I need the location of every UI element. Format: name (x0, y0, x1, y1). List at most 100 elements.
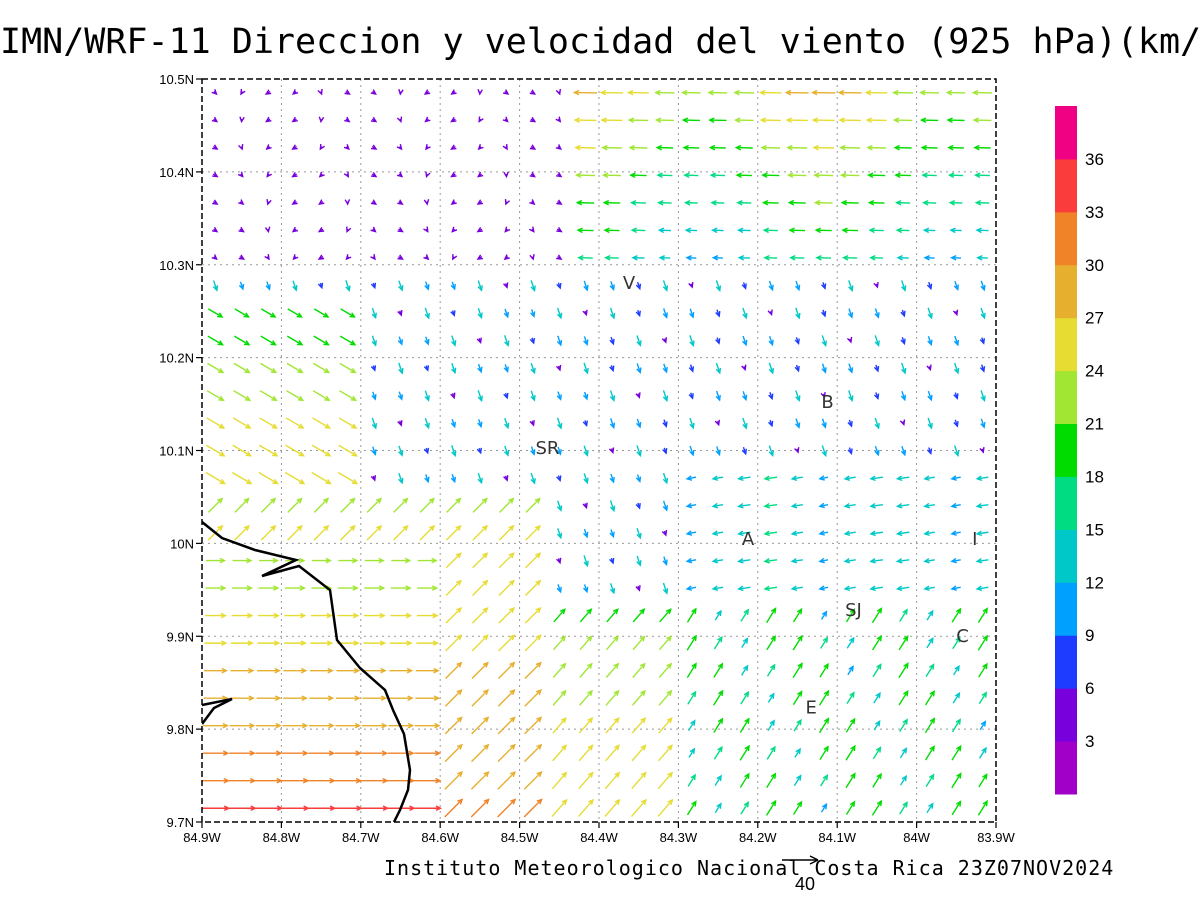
wind-vector (338, 417, 358, 429)
wind-vector (950, 255, 961, 261)
wind-vector (919, 89, 939, 96)
wind-vector (389, 640, 413, 646)
wind-vector (979, 337, 986, 345)
wind-vector (871, 634, 883, 651)
wind-vector (524, 688, 543, 707)
wind-vector (360, 805, 390, 812)
wind-vector (258, 444, 279, 457)
wind-vector (445, 579, 462, 596)
wind-vector (284, 585, 306, 591)
wind-vector (635, 309, 641, 318)
wind-vector (477, 144, 484, 151)
wind-vector (658, 635, 672, 651)
wind-vector (313, 308, 330, 318)
wind-vector (232, 585, 253, 591)
wind-vector (977, 607, 988, 623)
wind-vector (790, 530, 803, 537)
wind-vector (419, 524, 436, 541)
wind-vector (662, 472, 669, 485)
wind-vector (291, 144, 298, 150)
wind-vector (715, 362, 722, 375)
wind-vector (636, 363, 642, 375)
wind-vector (503, 475, 509, 482)
wind-vector (444, 688, 463, 707)
wind-vector (206, 390, 225, 402)
wind-vector (845, 800, 856, 815)
wind-vector (529, 171, 536, 178)
wind-vector (471, 606, 489, 624)
wind-vector (556, 584, 562, 594)
wind-vector (504, 335, 510, 348)
wind-vector (471, 634, 489, 652)
wind-vector (631, 255, 645, 261)
wind-vector (555, 144, 562, 151)
x-tick-label: 84.7W (342, 830, 380, 845)
wind-vector (689, 335, 695, 348)
wind-vector (414, 722, 441, 729)
wind-vector (601, 172, 621, 179)
wind-vector (900, 445, 907, 457)
wind-vector (574, 172, 595, 179)
wind-vector (892, 89, 914, 96)
wind-vector (583, 362, 589, 375)
wind-vector (555, 364, 562, 372)
wind-vector (398, 445, 404, 457)
wind-vector (794, 447, 800, 454)
wind-vector (794, 747, 801, 758)
wind-vector (556, 500, 563, 512)
wind-vector (605, 744, 620, 762)
wind-vector (423, 254, 430, 261)
wind-vector (397, 226, 404, 233)
colorbar-label: 36 (1085, 150, 1104, 169)
wind-vector (556, 417, 563, 430)
wind-vector (635, 392, 641, 399)
wind-vector (866, 172, 886, 179)
wind-vector (735, 172, 753, 179)
wind-vector (503, 171, 509, 179)
wind-vector (283, 695, 308, 701)
wind-vector (848, 280, 854, 292)
wind-vector (765, 607, 777, 624)
wind-vector (371, 335, 377, 347)
wind-vector (205, 444, 226, 457)
wind-vector (847, 419, 853, 428)
wind-vector (923, 475, 935, 481)
x-tick-label: 84.8W (263, 830, 301, 845)
wind-vector (683, 172, 699, 179)
wind-vector (761, 172, 780, 179)
wind-vector (524, 716, 543, 735)
wind-vector (839, 144, 861, 151)
wind-vector (842, 254, 858, 261)
wind-vector (631, 717, 647, 734)
colorbar-label: 6 (1085, 679, 1094, 698)
wind-vector (762, 227, 778, 234)
wind-vector (556, 446, 562, 456)
wind-vector (820, 309, 827, 318)
wind-vector (212, 280, 219, 292)
wind-vector (232, 417, 252, 429)
wind-vector (503, 282, 509, 289)
wind-vector (713, 635, 723, 650)
wind-vector (609, 281, 615, 292)
reference-vector: 40 (782, 855, 819, 894)
wind-vector (525, 552, 542, 569)
wind-vector (239, 116, 245, 124)
wind-vector (874, 335, 880, 347)
wind-vector (530, 390, 536, 402)
wind-vector (711, 475, 724, 481)
wind-vector (841, 227, 858, 234)
wind-vector (974, 199, 990, 206)
wind-vector (635, 502, 641, 510)
wind-vector (282, 722, 309, 729)
wind-vector (444, 743, 463, 763)
wind-vector (952, 309, 959, 317)
coastline-path (202, 521, 412, 822)
wind-vector (603, 227, 620, 234)
wind-vector (821, 363, 827, 374)
wind-vector (503, 445, 510, 457)
wind-vector (714, 609, 722, 621)
wind-vector (926, 364, 932, 372)
wind-vector (445, 524, 462, 541)
wind-vector (450, 281, 456, 291)
wind-vector (292, 280, 298, 292)
